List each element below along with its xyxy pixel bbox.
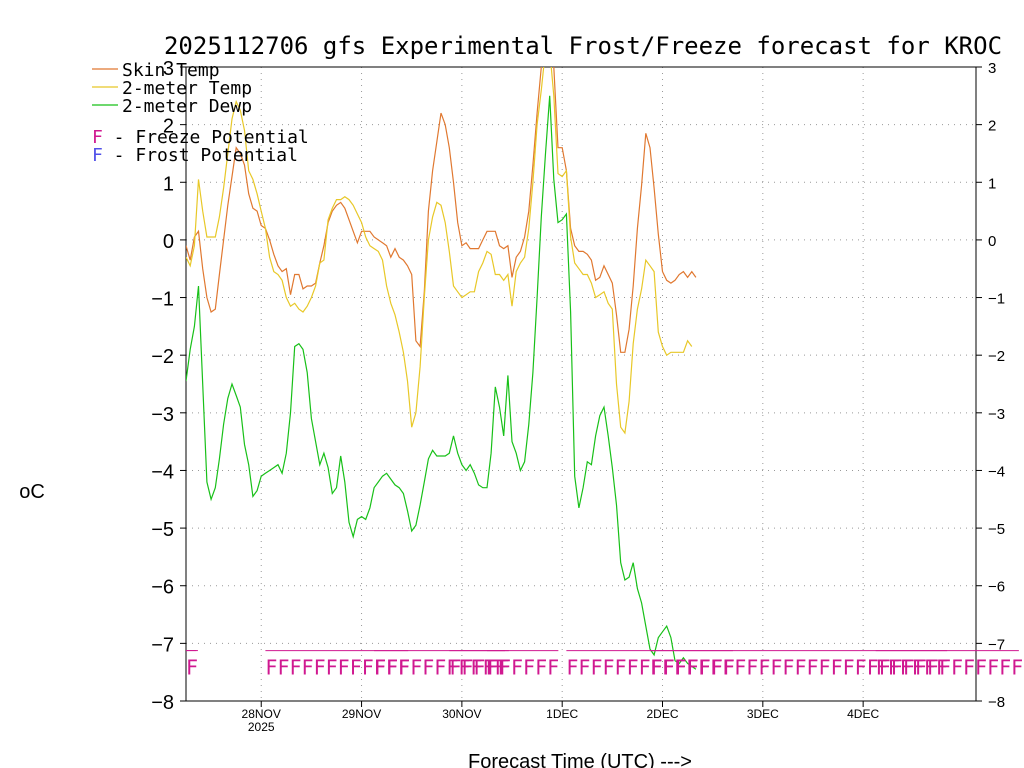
y-tick-label-right: −2 — [988, 348, 1005, 365]
freeze-marker-run: F — [186, 656, 198, 680]
y-tick-label: −1 — [151, 289, 174, 311]
y-tick-label: −3 — [151, 404, 174, 426]
potential-legend-marker: F — [92, 127, 103, 148]
y-tick-label-right: −8 — [988, 694, 1005, 711]
plot-frame — [185, 66, 977, 702]
y-tick-label: 3 — [163, 58, 174, 80]
freeze-marker-run: FFFFFFFFFFFFFF — [566, 656, 735, 680]
y-tick-label-right: −5 — [988, 521, 1005, 538]
y-tick-label-right: −1 — [988, 291, 1005, 308]
chart-title: 2025112706 gfs Experimental Frost/Freeze… — [164, 32, 1002, 60]
y-tick-label: −2 — [151, 346, 174, 368]
y-tick-label: 1 — [163, 173, 174, 195]
x-tick-sublabel: 2025 — [248, 720, 275, 734]
legend-label: Skin Temp — [122, 60, 220, 81]
y-tick-label-right: 3 — [988, 60, 996, 77]
y-tick-label: −6 — [151, 577, 174, 599]
x-tick-label: 3DEC — [747, 707, 779, 721]
x-tick-label: 4DEC — [847, 707, 879, 721]
y-tick-label: 0 — [163, 231, 174, 253]
freeze-marker-run: FFFFFFFFFFFFFFFFFFFFFFFFFFFFFFF — [650, 656, 1023, 680]
series-lines — [186, 67, 697, 670]
y-tick-label: −5 — [151, 519, 174, 541]
y-axis: −8 −8 −7 −7 −6 −6 −5 −5 −4 −4 −3 −3 −2 −2 −1 −1 0 0 1 1 2 2 3 3 — [151, 58, 1005, 714]
potential-legend-text: - Frost Potential — [103, 145, 298, 166]
y-tick-label-right: −6 — [988, 579, 1005, 596]
legend-label: 2-meter Dewp — [122, 96, 252, 117]
y-tick-label: 2 — [163, 116, 174, 138]
x-tick-label: 2DEC — [647, 707, 679, 721]
y-tick-label-right: 2 — [988, 118, 996, 135]
x-axis-label: Forecast Time (UTC) ---> — [468, 751, 692, 768]
y-tick-label-right: 1 — [988, 175, 996, 192]
potential-legend-text: - Freeze Potential — [103, 127, 309, 148]
x-tick-label: 30NOV — [442, 707, 481, 721]
potential-legend-marker: F — [92, 145, 103, 166]
series-line-2-meter-dewp — [186, 95, 697, 670]
grid-lines — [186, 67, 976, 701]
y-tick-label-right: −4 — [988, 463, 1005, 480]
potential-legend-label: F - Freeze Potential — [92, 127, 309, 148]
freeze-marker-run: FFFFFF — [487, 656, 559, 680]
y-tick-label-right: −7 — [988, 636, 1005, 653]
x-tick-label: 28NOV — [242, 707, 281, 721]
series-line-skin-temp — [186, 67, 697, 353]
freeze-marker-run: FFFFFF — [876, 656, 948, 680]
freeze-marker-run: FFFFFFFFFFF — [374, 656, 506, 680]
y-axis-label: oC — [19, 481, 45, 503]
y-tick-label: −4 — [151, 461, 174, 483]
x-tick-label: 29NOV — [342, 707, 381, 721]
y-tick-label: −8 — [151, 692, 174, 714]
y-tick-label-right: −3 — [988, 406, 1005, 423]
x-tick-label: 1DEC — [546, 707, 578, 721]
series-line-2-meter-temp — [186, 67, 693, 435]
y-tick-label: −7 — [151, 634, 174, 656]
y-tick-label-right: 0 — [988, 233, 996, 250]
potential-legend-label: F - Frost Potential — [92, 145, 298, 166]
legend-label: 2-meter Temp — [122, 78, 252, 99]
freeze-marker-run: FFFFF — [449, 656, 509, 680]
freeze-marker-run: FFFFFFFFFFFF — [265, 656, 410, 680]
